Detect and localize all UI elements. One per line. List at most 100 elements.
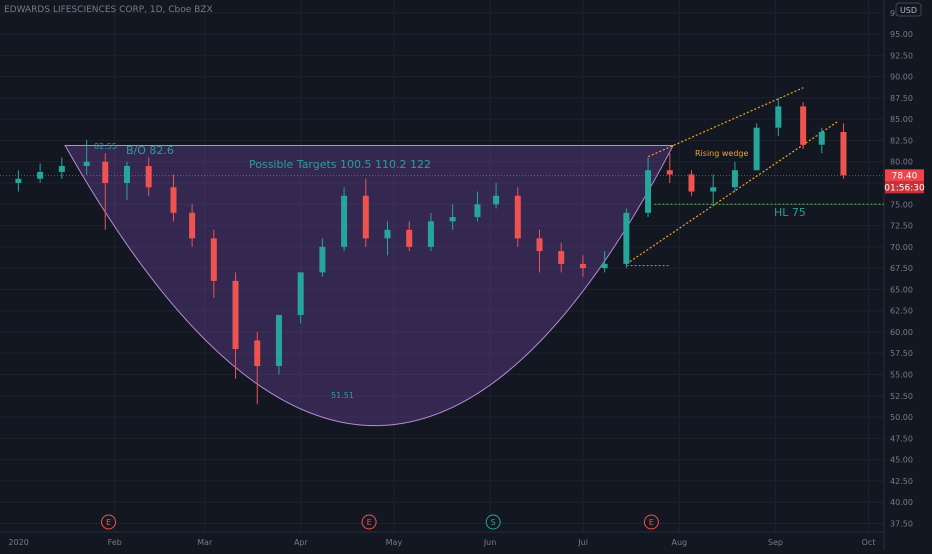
price-tick-label: 55.00 — [890, 371, 913, 380]
candle-body — [474, 204, 481, 218]
candle-body — [297, 272, 304, 315]
currency-button[interactable] — [895, 2, 922, 17]
candle-body — [37, 171, 44, 179]
price-tick-label: 90.00 — [890, 73, 913, 82]
candle-body — [818, 131, 825, 145]
candle-body — [710, 187, 717, 192]
candle-body — [536, 238, 543, 252]
candle-body — [102, 161, 109, 184]
candle-body — [427, 221, 434, 247]
price-tick-label: 50.00 — [890, 413, 913, 422]
candle-body — [558, 251, 565, 264]
wedge-label: Rising wedge — [695, 149, 748, 158]
candle-body — [232, 280, 239, 349]
candle-body — [645, 170, 652, 213]
countdown-tag — [885, 181, 924, 194]
candle-body — [189, 212, 196, 239]
price-tick-label: 80.00 — [890, 158, 913, 167]
event-marker — [643, 514, 659, 530]
price-axis[interactable]: 97.5095.0092.5090.0087.5085.0082.5080.00… — [890, 9, 913, 529]
price-tick-label: 87.50 — [890, 94, 913, 103]
price-tick-label: 72.50 — [890, 222, 913, 231]
candle-body — [775, 106, 782, 128]
high-label: 82.55 — [94, 142, 117, 151]
candles — [15, 97, 847, 405]
candle-body — [15, 178, 22, 184]
price-tick-label: 75.00 — [890, 200, 913, 209]
time-tick-label: May — [386, 538, 403, 547]
price-tick-label: 52.50 — [890, 392, 913, 401]
time-axis[interactable]: 2020 Feb Mar Apr May Jun Jul Aug Sep Oct — [8, 538, 875, 547]
countdown-value: 01:56:30 — [884, 183, 925, 193]
time-tick-label: Jul — [577, 538, 588, 547]
price-tick-label: 60.00 — [890, 328, 913, 337]
candle-body — [800, 106, 807, 145]
price-tick-label: 82.50 — [890, 136, 913, 145]
candle-body — [58, 165, 65, 172]
price-tick-label: 62.50 — [890, 307, 913, 316]
candle-body — [210, 238, 217, 281]
candle-body — [319, 246, 326, 273]
price-tick-label: 95.00 — [890, 30, 913, 39]
low-label: 51.51 — [331, 391, 354, 400]
event-marker-label: S — [491, 518, 496, 527]
candle-body — [449, 217, 456, 222]
price-tick-label: 67.50 — [890, 264, 913, 273]
candle-body — [623, 212, 630, 264]
candle-body — [145, 165, 152, 188]
candle-body — [840, 131, 847, 176]
price-tick-label: 40.00 — [890, 498, 913, 507]
time-tick-label: Apr — [294, 538, 309, 547]
candle-body — [579, 263, 586, 269]
hl-label: HL 75 — [774, 206, 806, 219]
candle-body — [731, 170, 738, 188]
currency-button-label: USD — [900, 6, 917, 15]
time-tick-label: Aug — [671, 538, 687, 547]
candle-body — [753, 127, 760, 171]
candle-body — [123, 165, 130, 184]
time-tick-label: Jun — [483, 538, 497, 547]
price-tick-label: 37.50 — [890, 519, 913, 528]
price-tick-label: 45.00 — [890, 456, 913, 465]
candle-body — [493, 195, 500, 205]
price-tick-label: 47.50 — [890, 434, 913, 443]
breakout-label: B/O 82.6 — [126, 144, 174, 157]
candle-body — [341, 195, 348, 247]
price-tick-label: 70.00 — [890, 243, 913, 252]
candle-body — [666, 170, 673, 175]
candle-body — [254, 340, 261, 367]
price-tick-label: 42.50 — [890, 477, 913, 486]
candle-body — [170, 187, 177, 213]
time-tick-label: Sep — [768, 538, 783, 547]
candle-body — [362, 195, 369, 239]
time-tick-label: 2020 — [8, 538, 28, 547]
price-tick-label: 57.50 — [890, 349, 913, 358]
chart-title: EDWARDS LIFESCIENCES CORP, 1D, Cboe BZX — [4, 5, 213, 15]
event-marker — [485, 514, 501, 530]
time-tick-label: Oct — [862, 538, 876, 547]
candle-body — [83, 161, 90, 166]
price-tick-label: 65.00 — [890, 285, 913, 294]
targets-label: Possible Targets 100.5 110.2 122 — [249, 158, 431, 171]
candle-body — [514, 195, 521, 239]
time-tick-label: Mar — [197, 538, 213, 547]
event-marker-label: E — [106, 518, 111, 527]
time-tick-label: Feb — [108, 538, 122, 547]
candle-body — [688, 174, 695, 192]
event-marker-label: E — [649, 518, 654, 527]
event-marker-label: E — [367, 518, 372, 527]
candle-body — [601, 263, 608, 269]
wedge-upper-line — [648, 87, 804, 158]
candle-body — [406, 229, 413, 247]
price-tick-label: 92.50 — [890, 51, 913, 60]
last-price-tag — [885, 169, 924, 182]
last-price-value: 78.40 — [892, 171, 918, 181]
event-marker — [101, 514, 117, 530]
candle-body — [275, 314, 282, 367]
candle-body — [384, 229, 391, 239]
price-tick-label: 85.00 — [890, 115, 913, 124]
